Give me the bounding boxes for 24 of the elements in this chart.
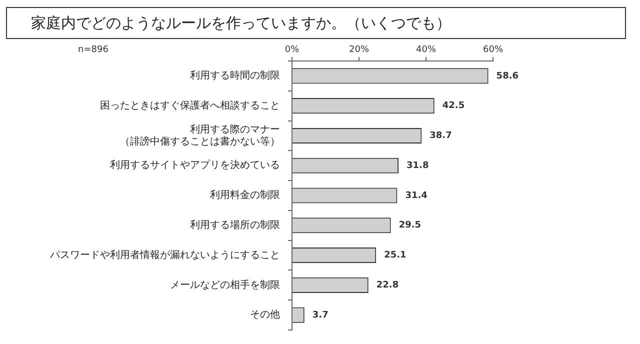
data-label: 22.8 [376,280,399,291]
data-label: 3.7 [312,310,328,320]
y-tick-label: パスワードや利用者情報が漏れないようにすること [49,248,280,261]
data-label: 58.6 [496,71,519,82]
y-tick-label: 困ったときはすぐ保護者へ相談すること [100,99,280,112]
y-tick-label: メールなどの相手を制限 [170,278,280,291]
y-tick-label: 利用する時間の制限 [190,70,280,82]
data-label: 25.1 [384,250,406,261]
data-label: 38.7 [430,131,452,142]
data-label: 42.5 [442,101,465,112]
x-tick-label: 60% [482,44,504,55]
y-tick-label: その他 [250,308,280,321]
x-tick-label: 0% [284,44,300,55]
x-tick-label: 20% [348,44,370,55]
text: n=896 [78,45,108,55]
y-tick-label: 利用するサイトやアプリを決めている [110,159,280,172]
y-tick-label: 利用する際のマナー（誹謗中傷することは書かない等） [120,123,280,148]
chart-title: 家庭内でどのようなルールを作っていますか。（いくつでも） [6,7,626,39]
y-tick-label: 利用料金の制限 [210,189,280,202]
data-label: 31.8 [406,160,429,171]
data-label: 29.5 [398,220,422,231]
y-tick-label: 利用する場所の制限 [190,218,280,231]
x-tick-label: 40% [416,44,436,55]
data-label: 31.4 [405,190,428,201]
